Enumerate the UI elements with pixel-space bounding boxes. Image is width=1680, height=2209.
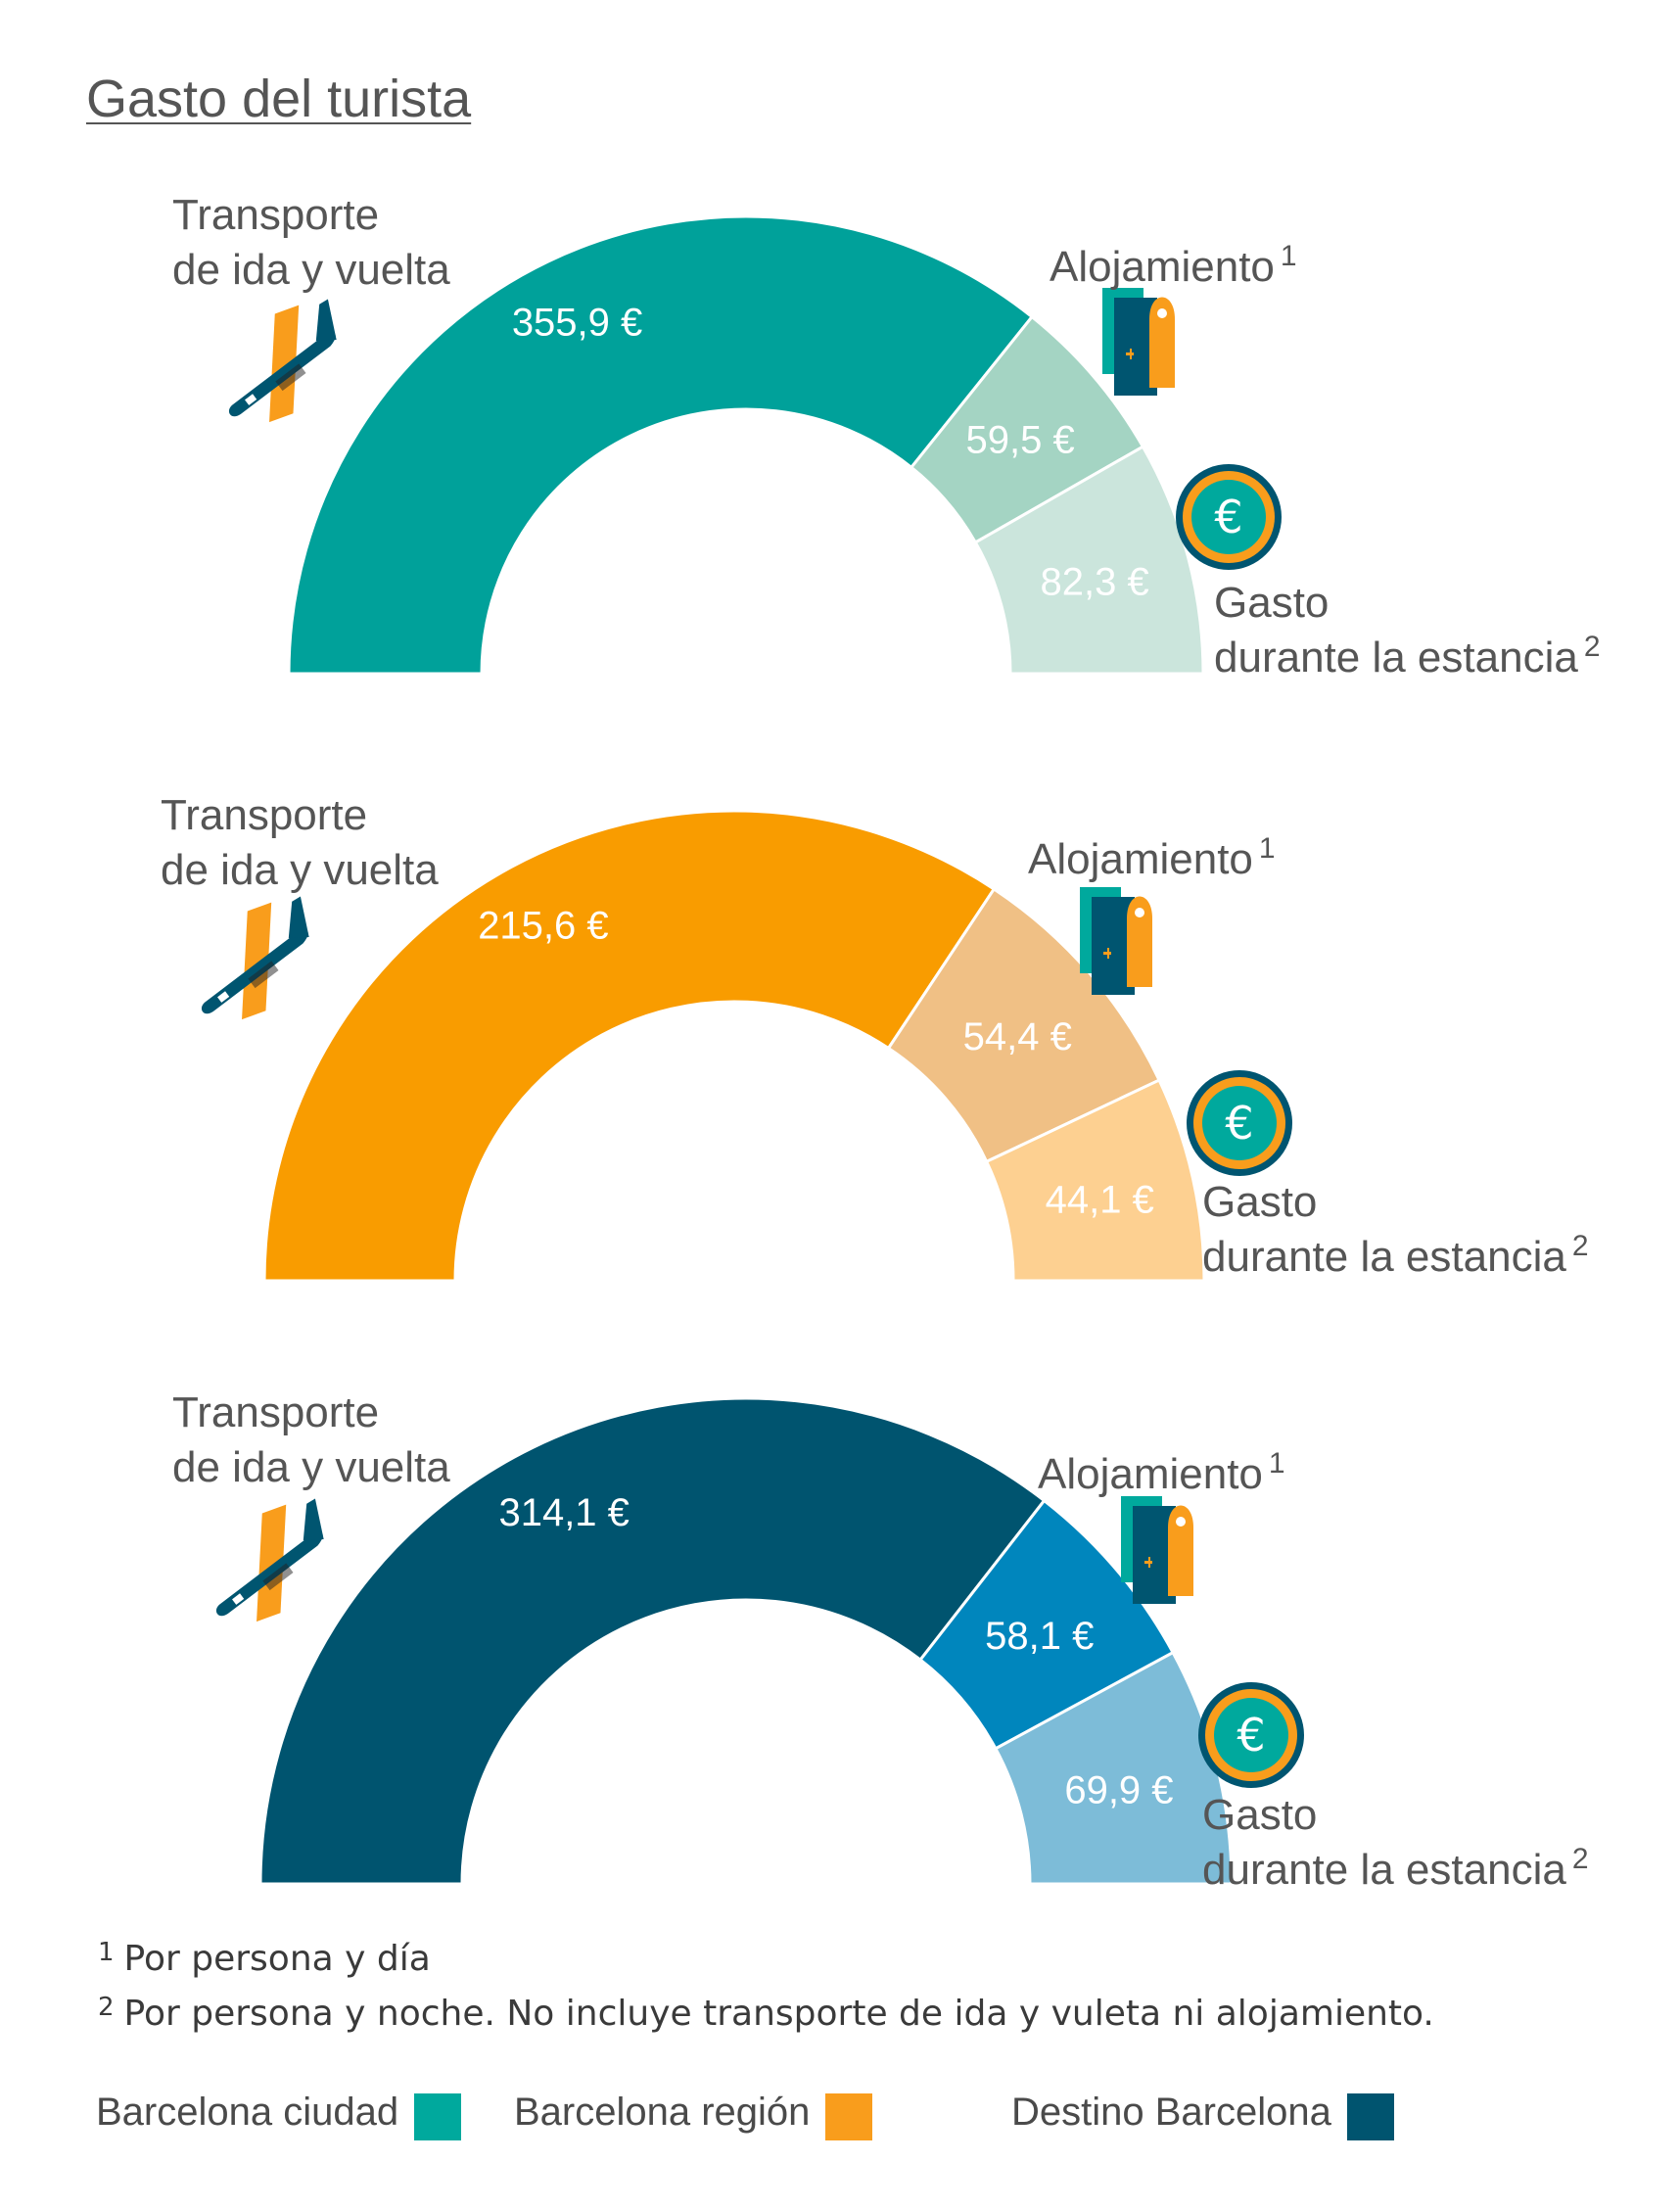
lodging-label: Alojamiento 1 [1038,1447,1285,1498]
legend-swatch [414,2093,462,2140]
slice-1 [262,809,997,1283]
airplane-icon [203,295,361,435]
slice-1 [258,1396,1047,1886]
page-title: Gasto del turista [86,70,472,128]
euro-coin-icon: € [1176,464,1282,570]
slice-3 [984,1078,1206,1283]
slice-value-label: 58,1 € [985,1615,1094,1658]
slice-value-label: 44,1 € [1046,1178,1154,1221]
svg-text:€: € [1237,1709,1265,1762]
svg-text:€: € [1225,1097,1253,1150]
slice-value-label: 82,3 € [1041,560,1149,603]
slice-value-label: 355,9 € [512,302,642,345]
legend-swatch [1346,2093,1394,2140]
half-donut-chart-2: 215,6 € 54,4 € 44,1 € [262,809,1206,1283]
lodging-label: Alojamiento 1 [1050,240,1297,291]
stay-spending-label: Gasto durante la estancia 2 [1202,1178,1589,1281]
legend-swatch [825,2093,873,2140]
half-donut-chart-3: 314,1 € 58,1 € 69,9 € [258,1396,1234,1886]
footnote-2: 2 Por persona y noche. No incluye transpo… [98,1993,1434,2034]
legend-label: Barcelona región [514,2090,811,2134]
transport-label: Transporte de ida y vuelta [172,191,450,294]
slice-value-label: 215,6 € [478,905,608,948]
slice-value-label: 314,1 € [498,1491,629,1534]
transport-label: Transporte de ida y vuelta [172,1388,450,1491]
transport-label: Transporte de ida y vuelta [161,791,439,894]
hotel-door-icon [1102,288,1175,396]
svg-text:€: € [1214,491,1242,543]
slice-value-label: 54,4 € [963,1015,1072,1058]
legend-label: Destino Barcelona [1011,2090,1331,2134]
stay-spending-label: Gasto durante la estancia 2 [1202,1791,1589,1894]
lodging-label: Alojamiento 1 [1028,832,1276,883]
airplane-icon [175,892,334,1032]
slice-3 [973,445,1205,676]
euro-coin-icon: € [1198,1682,1304,1788]
legend-item-barcelona-region: Barcelona región [514,2084,873,2140]
stay-spending-label: Gasto durante la estancia 2 [1214,579,1601,682]
legend-label: Barcelona ciudad [96,2090,399,2134]
euro-coin-icon: € [1187,1070,1292,1176]
slice-1 [287,214,1035,676]
legend-item-destino-barcelona: Destino Barcelona [1011,2084,1394,2140]
slice-value-label: 69,9 € [1064,1768,1173,1811]
legend-item-barcelona-ciudad: Barcelona ciudad [96,2084,462,2140]
airplane-icon [190,1494,349,1634]
footnote-1: 1 Por persona y día [98,1938,431,1979]
slice-value-label: 59,5 € [965,419,1074,462]
half-donut-chart-1: 355,9 € 59,5 € 82,3 € [287,214,1205,676]
